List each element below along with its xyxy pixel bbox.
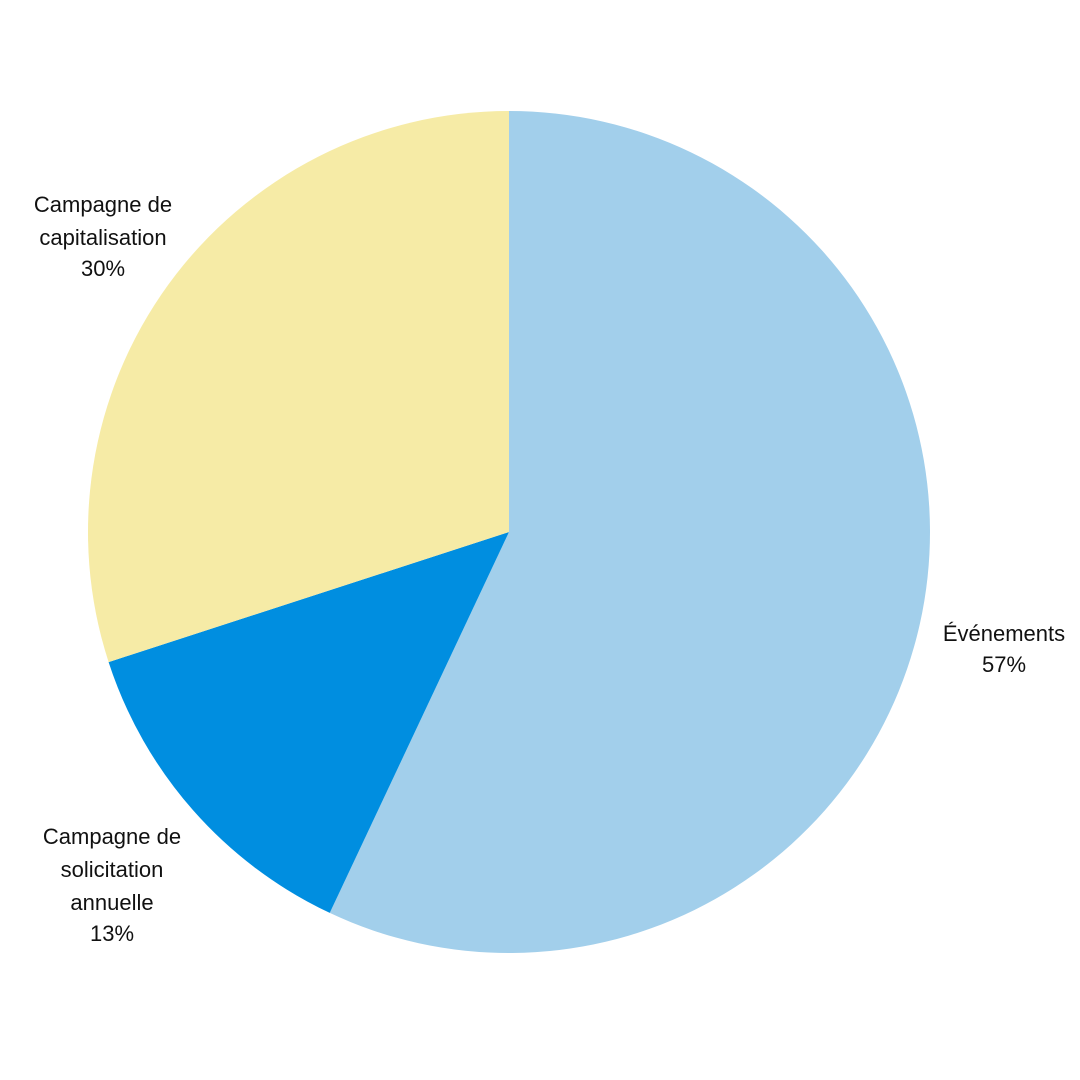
slice-label: Événements [942, 621, 1066, 646]
pie-slice [329, 111, 930, 953]
pie-slice [87, 111, 510, 663]
value-label: 57% [981, 652, 1027, 677]
pie-slice [108, 532, 509, 913]
slice-label: Campagne de capitalisation [33, 192, 173, 250]
value-label: 13% [89, 921, 135, 946]
value-label: 30% [80, 256, 126, 281]
slice-label: Campagne de solicitation annuelle [42, 824, 182, 915]
